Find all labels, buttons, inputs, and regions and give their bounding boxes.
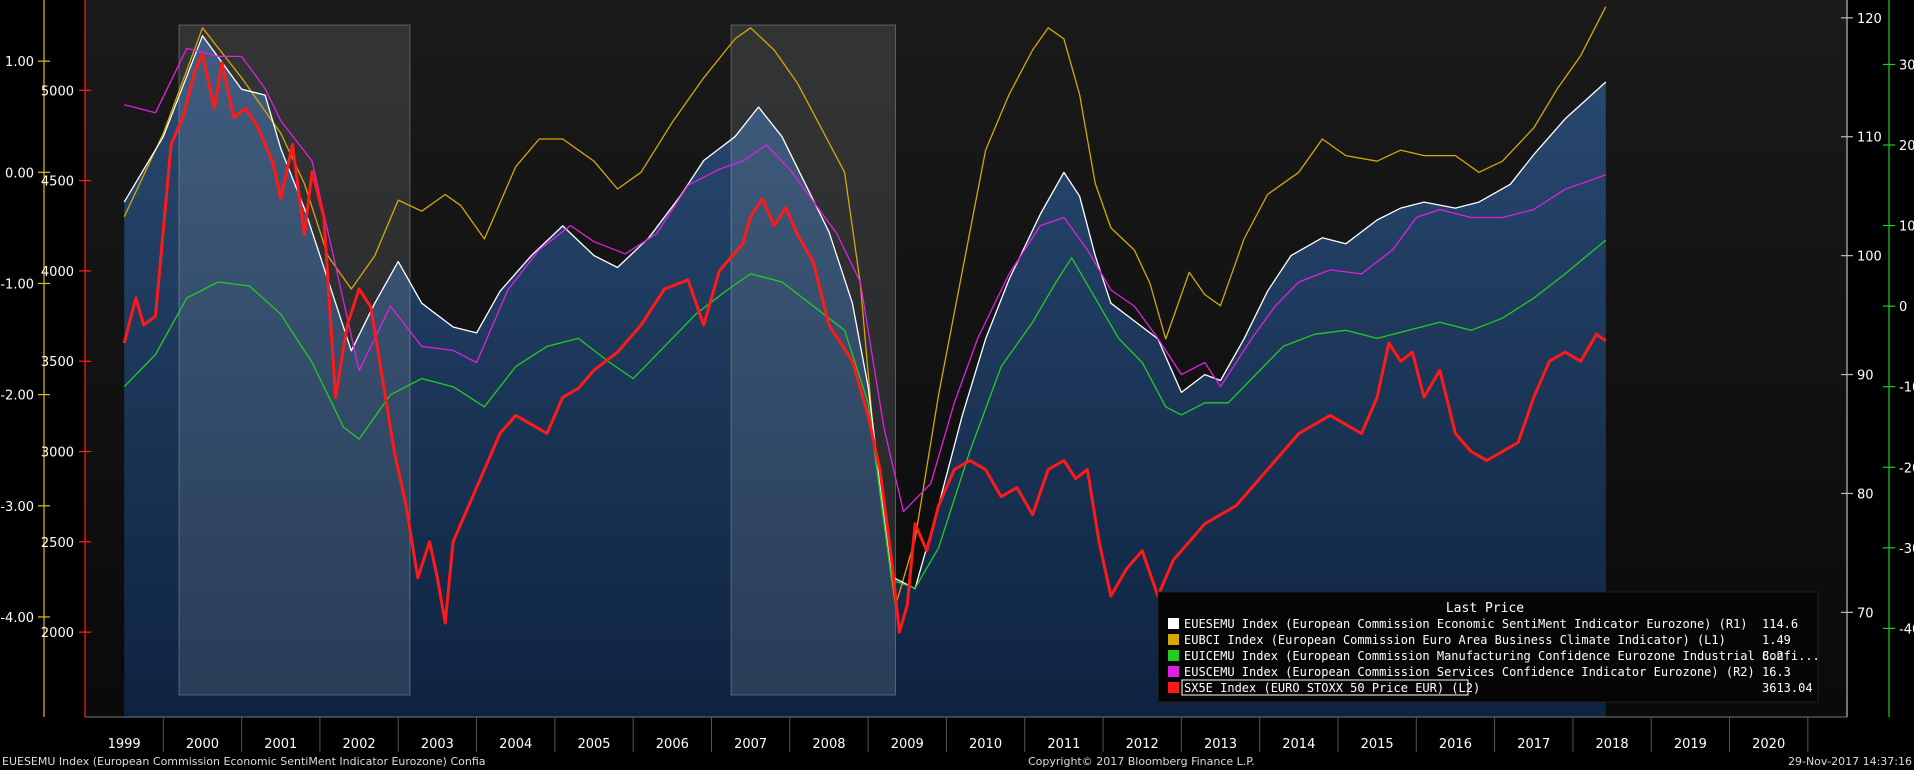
- x-tick-label: 2014: [1282, 737, 1315, 752]
- axis-r2-tick-label: -40: [1899, 622, 1914, 637]
- axis-l1-tick-label: -1.00: [0, 277, 34, 292]
- legend-item-label: SX5E Index (EURO STOXX 50 Price EUR) (L2…: [1184, 681, 1480, 695]
- legend-swatch: [1168, 682, 1179, 693]
- axis-r2-tick-label: 10: [1899, 220, 1914, 235]
- legend-swatch: [1168, 634, 1179, 645]
- series-line-sx5e: [122, 52, 1607, 634]
- series-line-euscemu: [124, 47, 1607, 513]
- x-tick-label: 2011: [1047, 737, 1080, 752]
- footer-copyright: Copyright© 2017 Bloomberg Finance L.P.: [1028, 755, 1255, 768]
- axis-r1-tick-label: 70: [1857, 606, 1874, 621]
- recession-shade-1: [178, 24, 411, 696]
- area-fill-euesemu: [124, 35, 1606, 717]
- axis-l2-tick-label: 2500: [41, 536, 74, 551]
- axis-r2-tick-label: -30: [1899, 542, 1914, 557]
- x-tick-label: 2019: [1674, 737, 1707, 752]
- legend-item-label: EUESEMU Index (European Commission Econo…: [1184, 617, 1748, 631]
- legend-item-label: EUICEMU Index (European Commission Manuf…: [1184, 649, 1820, 663]
- legend-highlight: [1181, 679, 1469, 696]
- axis-l1-tick-label: 0.00: [5, 166, 34, 181]
- axis-r1-tick-label: 80: [1857, 487, 1874, 502]
- footer-timestamp: 29-Nov-2017 14:37:16: [1787, 755, 1912, 768]
- legend-swatch: [1168, 650, 1179, 661]
- axis-r2-tick-label: 30: [1899, 58, 1914, 73]
- x-tick-label: 2015: [1361, 737, 1394, 752]
- x-tick-label: 2000: [186, 737, 219, 752]
- x-tick-label: 2012: [1126, 737, 1159, 752]
- axis-l2-tick-label: 4000: [41, 265, 74, 280]
- legend-item-label: EUBCI Index (European Commission Euro Ar…: [1184, 633, 1726, 647]
- x-tick-label: 2004: [499, 737, 532, 752]
- axis-r1-tick-label: 100: [1857, 250, 1882, 265]
- x-tick-label: 2005: [577, 737, 610, 752]
- legend-swatch: [1168, 666, 1179, 677]
- axis-l2-tick-label: 5000: [41, 84, 74, 99]
- axis-r2-tick-label: 0: [1899, 300, 1907, 315]
- axis-l2-tick-label: 4500: [41, 175, 74, 190]
- legend-box: [1157, 591, 1819, 703]
- x-axis-band: [0, 717, 1914, 752]
- x-tick-label: 2018: [1596, 737, 1629, 752]
- axis-r2-tick-label: 20: [1899, 139, 1914, 154]
- x-tick-label: 2008: [812, 737, 845, 752]
- x-tick-label: 2020: [1752, 737, 1785, 752]
- axis-r2-tick-label: -20: [1899, 461, 1914, 476]
- x-tick-label: 2017: [1517, 737, 1550, 752]
- axis-l2-tick-label: 3500: [41, 355, 74, 370]
- axis-l2-tick-label: 3000: [41, 446, 74, 461]
- legend-header: Last Price: [1446, 601, 1524, 616]
- x-tick-label: 2007: [734, 737, 767, 752]
- axis-l1-tick-label: -4.00: [0, 611, 34, 626]
- x-tick-label: 2001: [264, 737, 297, 752]
- axis-l1-tick-label: -3.00: [0, 500, 34, 515]
- footer-bar: EUESEMU Index (European Commission Econo…: [0, 754, 1914, 770]
- legend-item-value: 3613.04: [1762, 681, 1813, 695]
- x-tick-label: 1999: [108, 737, 141, 752]
- footer-security-name: EUESEMU Index (European Commission Econo…: [2, 755, 486, 768]
- legend-swatch: [1168, 618, 1179, 629]
- axis-r1-tick-label: 90: [1857, 369, 1874, 384]
- axis-r2-tick-label: -10: [1899, 381, 1914, 396]
- x-tick-label: 2009: [891, 737, 924, 752]
- axis-l1-tick-label: 1.00: [5, 55, 34, 70]
- legend-item-value: 16.3: [1762, 665, 1791, 679]
- legend-item-value: 1.49: [1762, 633, 1791, 647]
- legend-item-label: EUSCEMU Index (European Commission Servi…: [1184, 665, 1755, 679]
- recession-shade-2: [730, 24, 897, 696]
- x-tick-label: 2013: [1204, 737, 1237, 752]
- axis-l2-tick-label: 2000: [41, 626, 74, 641]
- x-tick-label: 2003: [421, 737, 454, 752]
- axis-r1-tick-label: 110: [1857, 131, 1882, 146]
- series-line-euicemu: [123, 239, 1607, 589]
- x-tick-label: 2010: [969, 737, 1002, 752]
- legend-item-value: 114.6: [1762, 617, 1798, 631]
- legend-item-value: 8.2: [1762, 649, 1784, 663]
- x-tick-label: 2016: [1439, 737, 1472, 752]
- chart-canvas: 1.00 0.00 -1.00 -2.00 -3.00 -4.00 5000 4500 4000…: [0, 0, 1914, 752]
- axis-l1-tick-label: -2.00: [0, 389, 34, 404]
- axis-r1-tick-label: 120: [1857, 12, 1882, 27]
- x-tick-label: 2006: [656, 737, 689, 752]
- x-tick-label: 2002: [343, 737, 376, 752]
